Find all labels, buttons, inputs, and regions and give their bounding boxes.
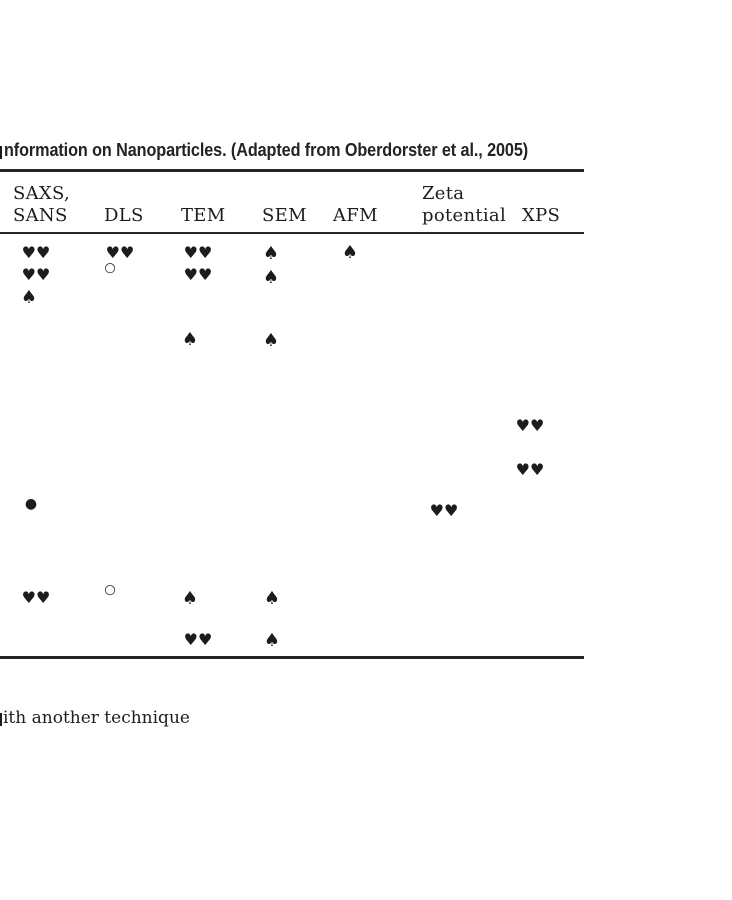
- column-header-xps: XPS: [522, 183, 560, 227]
- footnote: ith another technique: [3, 708, 190, 728]
- column-header-saxs-sans: SAXS, SANS: [13, 183, 70, 227]
- column-header-line: [104, 183, 144, 205]
- cell-saxs-filled-circle-icon: ●: [24, 496, 38, 512]
- column-header-line: AFM: [333, 205, 378, 226]
- column-header-line: DLS: [104, 205, 144, 226]
- cell-dls-open-circle-icon: ○: [104, 582, 116, 598]
- cell-sem-spade-icon: ♠: [262, 330, 280, 351]
- cell-saxs-hearts-icon: ♥♥: [21, 243, 51, 262]
- cell-saxs-hearts-icon: ♥♥: [21, 265, 51, 284]
- column-header-afm: AFM: [333, 183, 378, 227]
- column-header-tem: TEM: [181, 183, 225, 227]
- cell-zeta-hearts-icon: ♥♥: [429, 501, 459, 520]
- cell-sem-spade-icon: ♠: [262, 267, 280, 288]
- cell-sem-spade-icon: ♠: [263, 588, 281, 609]
- column-header-line: SEM: [262, 205, 307, 226]
- column-header-line: Zeta: [422, 183, 465, 204]
- column-header-sem: SEM: [262, 183, 307, 227]
- column-header-line: SANS: [13, 205, 68, 226]
- cell-xps-hearts-icon: ♥♥: [515, 416, 545, 435]
- column-header-line: XPS: [522, 205, 561, 226]
- column-header-line: SAXS,: [13, 183, 71, 204]
- cell-saxs-spade-icon: ♠: [20, 287, 38, 308]
- column-header-line: [333, 183, 378, 205]
- cell-tem-hearts-icon: ♥♥: [183, 630, 213, 649]
- cell-xps-hearts-icon: ♥♥: [515, 460, 545, 479]
- cell-afm-spade-icon: ♠: [341, 242, 359, 263]
- column-header-dls: DLS: [104, 183, 144, 227]
- column-header-zeta-potential: Zeta potential: [422, 183, 506, 227]
- clipped-letter-fragment: [0, 146, 2, 159]
- cell-tem-hearts-icon: ♥♥: [183, 265, 213, 284]
- column-header-line: [181, 183, 225, 205]
- top-rule: [0, 169, 584, 172]
- bottom-rule: [0, 656, 584, 659]
- column-header-line: potential: [422, 205, 507, 226]
- column-header-line: TEM: [181, 205, 226, 226]
- cell-saxs-hearts-icon: ♥♥: [21, 588, 51, 607]
- cell-dls-hearts-icon: ♥♥: [105, 243, 135, 262]
- cell-sem-spade-icon: ♠: [263, 630, 281, 651]
- header-rule: [0, 232, 584, 234]
- cell-tem-spade-icon: ♠: [181, 329, 199, 350]
- cell-dls-open-circle-icon: ○: [104, 260, 116, 276]
- cell-tem-spade-icon: ♠: [181, 588, 199, 609]
- cell-tem-hearts-icon: ♥♥: [183, 243, 213, 262]
- table-title: nformation on Nanoparticles. (Adapted fr…: [4, 140, 529, 160]
- column-header-line: [522, 183, 560, 205]
- clipped-letter-fragment: [0, 713, 2, 726]
- cell-sem-spade-icon: ♠: [262, 243, 280, 264]
- column-header-line: [262, 183, 307, 205]
